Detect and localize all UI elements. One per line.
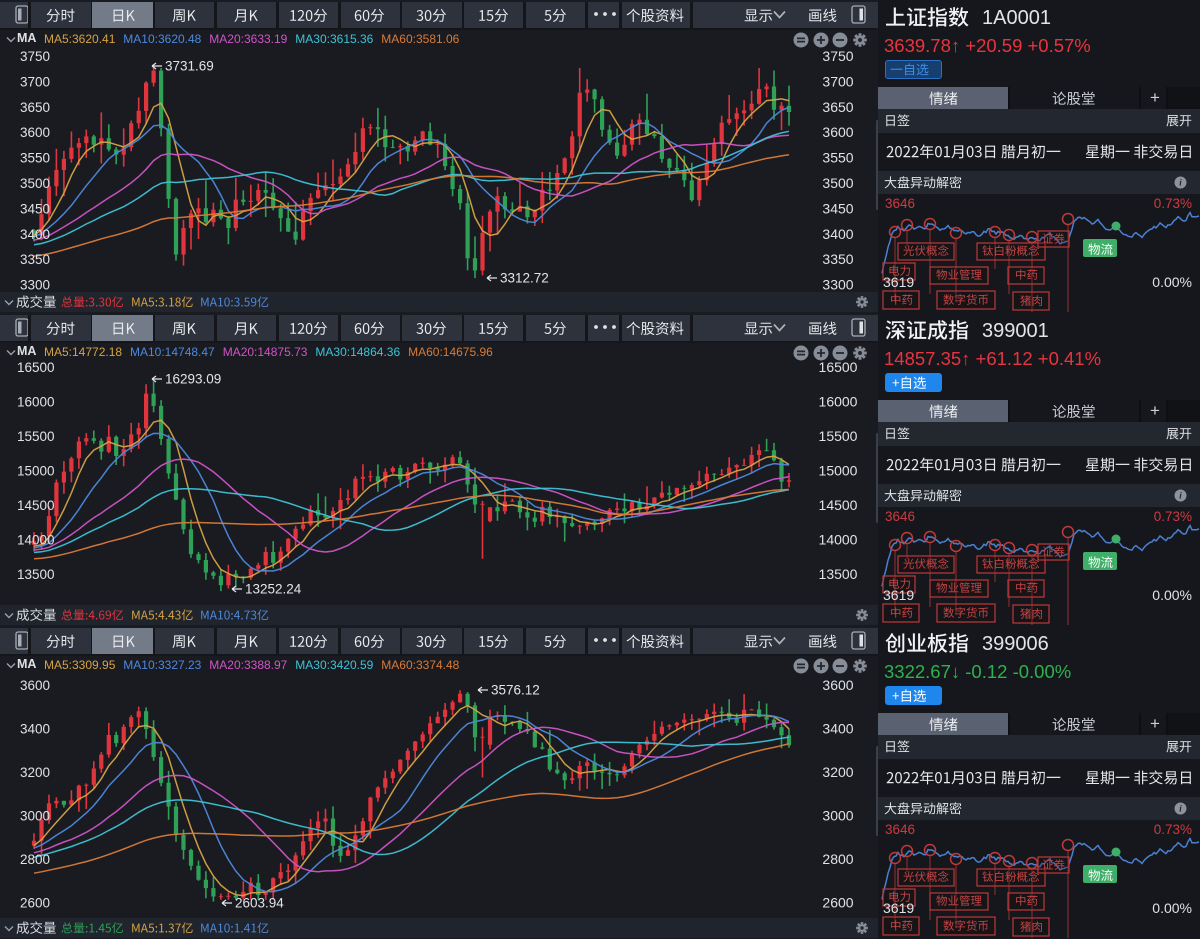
- svg-text:3650: 3650: [822, 99, 853, 115]
- svg-text:3350: 3350: [822, 251, 853, 267]
- svg-text:3576.12: 3576.12: [491, 683, 540, 698]
- svg-text:3312.72: 3312.72: [500, 271, 549, 286]
- svg-text:3400: 3400: [822, 721, 853, 737]
- svg-text:14000: 14000: [819, 532, 858, 548]
- svg-text:16500: 16500: [17, 360, 55, 375]
- svg-text:13252.24: 13252.24: [245, 582, 302, 597]
- svg-text:3200: 3200: [822, 764, 853, 780]
- svg-text:2600: 2600: [822, 895, 853, 911]
- svg-text:3600: 3600: [20, 678, 50, 693]
- svg-text:16000: 16000: [17, 395, 55, 410]
- svg-text:2600: 2600: [20, 896, 50, 911]
- svg-text:2603.94: 2603.94: [235, 896, 284, 911]
- svg-text:3000: 3000: [822, 808, 853, 824]
- svg-text:13500: 13500: [17, 567, 55, 582]
- svg-text:15000: 15000: [17, 464, 55, 479]
- svg-text:3550: 3550: [822, 150, 853, 166]
- svg-text:i: i: [1179, 804, 1182, 814]
- svg-text:3450: 3450: [20, 201, 50, 216]
- svg-text:3750: 3750: [822, 48, 853, 64]
- svg-text:15000: 15000: [819, 463, 858, 479]
- svg-text:i: i: [1179, 178, 1182, 188]
- svg-text:3700: 3700: [822, 73, 853, 89]
- svg-text:3300: 3300: [20, 278, 50, 292]
- svg-text:i: i: [1179, 491, 1182, 501]
- svg-text:16500: 16500: [819, 360, 858, 375]
- svg-text:3600: 3600: [822, 124, 853, 140]
- svg-text:3600: 3600: [822, 677, 853, 693]
- svg-text:3500: 3500: [20, 176, 50, 191]
- svg-text:15500: 15500: [17, 429, 55, 444]
- svg-text:16000: 16000: [819, 394, 858, 410]
- svg-text:3500: 3500: [822, 175, 853, 191]
- svg-text:14500: 14500: [17, 498, 55, 513]
- svg-text:3350: 3350: [20, 252, 50, 267]
- svg-text:3300: 3300: [822, 277, 853, 292]
- svg-text:3000: 3000: [20, 809, 50, 824]
- svg-text:3550: 3550: [20, 151, 50, 166]
- svg-text:3400: 3400: [822, 226, 853, 242]
- svg-text:3450: 3450: [822, 200, 853, 216]
- svg-text:3731.69: 3731.69: [165, 59, 214, 74]
- svg-text:3750: 3750: [20, 49, 50, 64]
- svg-text:3600: 3600: [20, 125, 50, 140]
- svg-text:14500: 14500: [819, 497, 858, 513]
- svg-text:3700: 3700: [20, 74, 50, 89]
- svg-text:14000: 14000: [17, 533, 55, 548]
- svg-text:16293.09: 16293.09: [165, 372, 221, 387]
- svg-text:3200: 3200: [20, 765, 50, 780]
- svg-text:3400: 3400: [20, 227, 50, 242]
- svg-text:2800: 2800: [822, 851, 853, 867]
- svg-text:2800: 2800: [20, 852, 50, 867]
- svg-text:3400: 3400: [20, 722, 50, 737]
- svg-text:3650: 3650: [20, 100, 50, 115]
- svg-text:15500: 15500: [819, 428, 858, 444]
- svg-text:13500: 13500: [819, 566, 858, 582]
